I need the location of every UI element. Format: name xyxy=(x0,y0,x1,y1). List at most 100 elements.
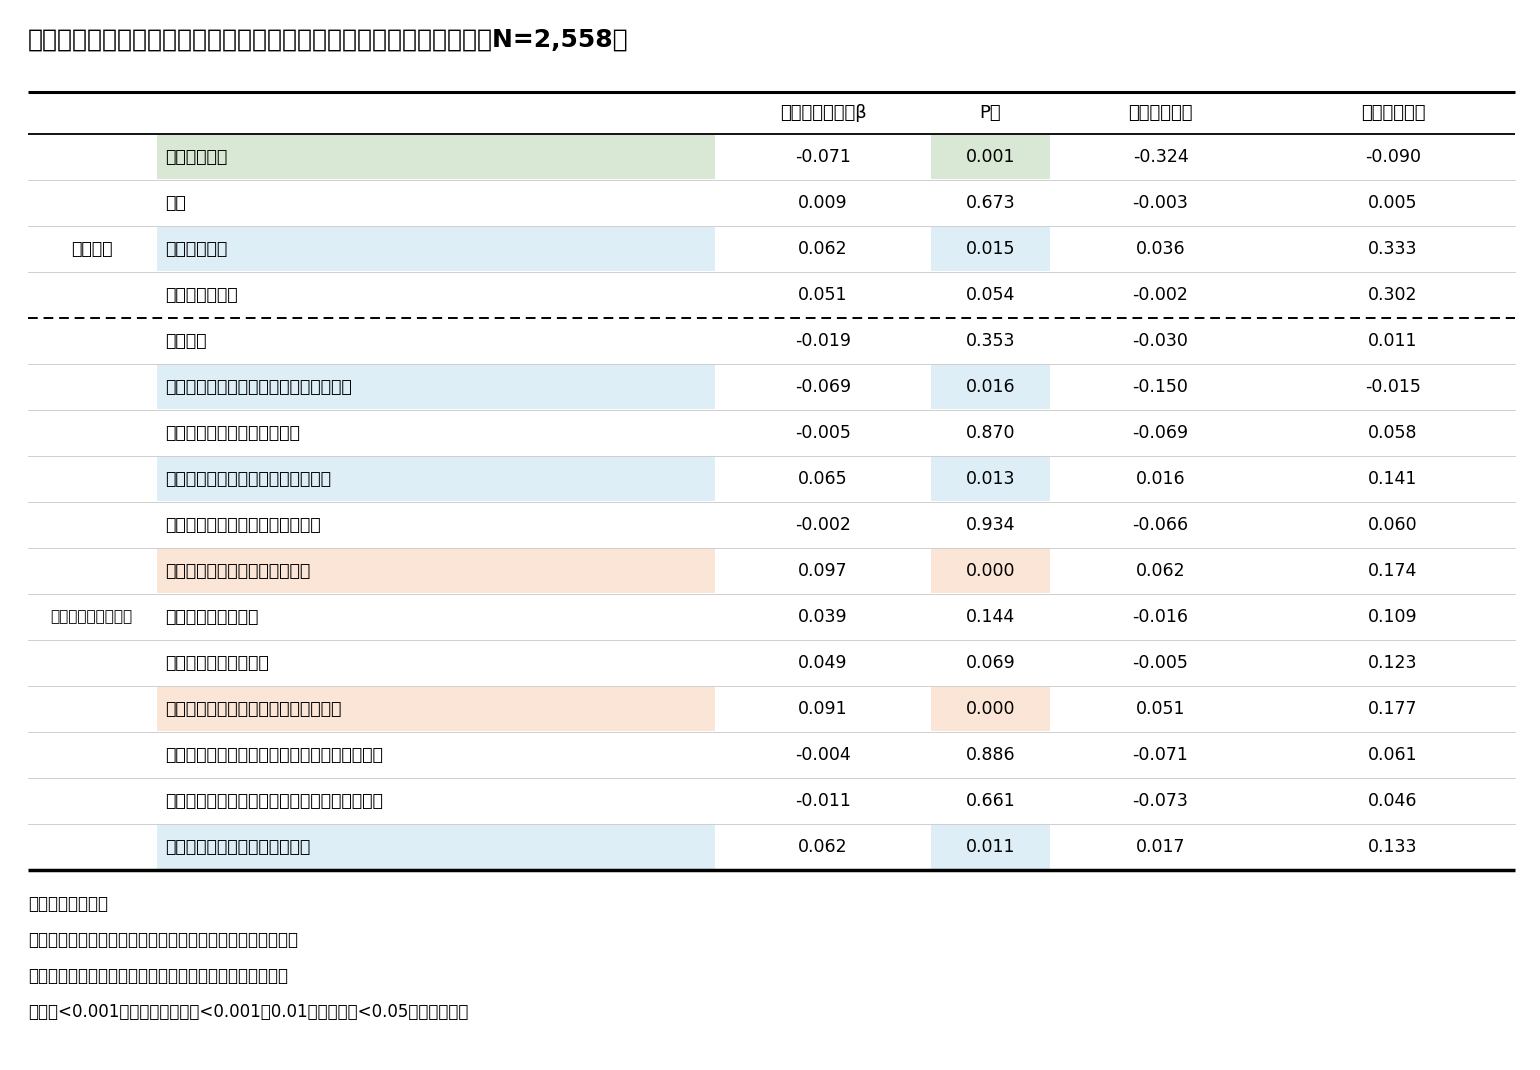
Text: 0.036: 0.036 xyxy=(1135,240,1186,258)
Text: -0.019: -0.019 xyxy=(795,332,852,350)
Text: 子育てによる身体的・精神的負担が大きすぎる: 子育てによる身体的・精神的負担が大きすぎる xyxy=(165,746,383,764)
Text: -0.090: -0.090 xyxy=(1364,148,1421,166)
Text: 若い世代の経済環境が厳しくなっている: 若い世代の経済環境が厳しくなっている xyxy=(165,378,351,396)
Text: 注４）<0.001未満：赤マーカ、<0.001～0.01緑マーカ、<0.05未満青マーカ: 注４）<0.001未満：赤マーカ、<0.001～0.01緑マーカ、<0.05未満… xyxy=(28,1003,468,1021)
Text: P値: P値 xyxy=(979,104,1001,122)
Text: 注１）重回帰分析: 注１）重回帰分析 xyxy=(28,895,108,913)
Text: 子ども（あり）: 子ども（あり） xyxy=(165,286,237,304)
Text: -0.069: -0.069 xyxy=(1132,424,1189,442)
Bar xyxy=(932,227,1050,271)
Text: 0.009: 0.009 xyxy=(798,194,849,212)
Text: 0.123: 0.123 xyxy=(1368,654,1418,672)
Text: 0.001: 0.001 xyxy=(966,148,1015,166)
Text: 信頼区間下限: 信頼区間下限 xyxy=(1129,104,1194,122)
Text: 0.065: 0.065 xyxy=(798,470,849,488)
Text: 注２）従属変数：政府の少子化対策への期待度（逆転項目）: 注２）従属変数：政府の少子化対策への期待度（逆転項目） xyxy=(28,931,299,949)
Text: -0.002: -0.002 xyxy=(795,516,852,534)
Bar xyxy=(157,227,715,271)
Text: -0.015: -0.015 xyxy=(1364,378,1421,396)
Text: 注３）少子化進行への認識に関する設問は、全て逆転項目: 注３）少子化進行への認識に関する設問は、全て逆転項目 xyxy=(28,967,288,985)
Bar xyxy=(932,549,1050,593)
Bar xyxy=(157,549,715,593)
Text: -0.005: -0.005 xyxy=(1132,654,1189,672)
Text: 子育てによって自分の時間が確保しにくくなる: 子育てによって自分の時間が確保しにくくなる xyxy=(165,792,383,810)
Text: -0.003: -0.003 xyxy=(1132,194,1189,212)
Text: 出会いの場や婚活の機会がない: 出会いの場や婚活の機会がない xyxy=(165,562,310,580)
Text: 年齢: 年齢 xyxy=(165,194,186,212)
Text: 0.661: 0.661 xyxy=(966,792,1015,810)
Bar xyxy=(157,687,715,731)
Text: 0.005: 0.005 xyxy=(1368,194,1418,212)
Text: 0.141: 0.141 xyxy=(1369,470,1418,488)
Text: 0.051: 0.051 xyxy=(1137,700,1186,718)
Text: 0.039: 0.039 xyxy=(798,608,849,626)
Text: 0.062: 0.062 xyxy=(1135,562,1186,580)
Text: -0.004: -0.004 xyxy=(795,746,852,764)
Text: 0.061: 0.061 xyxy=(1368,746,1418,764)
Text: -0.011: -0.011 xyxy=(795,792,852,810)
Bar xyxy=(932,135,1050,179)
Text: 0.062: 0.062 xyxy=(798,838,849,856)
Text: 0.091: 0.091 xyxy=(798,700,849,718)
Text: 0.058: 0.058 xyxy=(1368,424,1418,442)
Text: 0.049: 0.049 xyxy=(798,654,847,672)
Text: -0.002: -0.002 xyxy=(1132,286,1189,304)
Text: 信頼区間上限: 信頼区間上限 xyxy=(1361,104,1424,122)
Text: 0.054: 0.054 xyxy=(966,286,1015,304)
Text: 0.017: 0.017 xyxy=(1137,838,1186,856)
Text: 0.015: 0.015 xyxy=(966,240,1015,258)
Text: 男性の育児参加が進んでいない: 男性の育児参加が進んでいない xyxy=(165,838,310,856)
Text: 子育てにお金がかかりすぎる: 子育てにお金がかかりすぎる xyxy=(165,424,300,442)
Bar xyxy=(932,457,1050,501)
Text: 0.174: 0.174 xyxy=(1369,562,1418,580)
Text: 0.060: 0.060 xyxy=(1368,516,1418,534)
Text: 0.133: 0.133 xyxy=(1368,838,1418,856)
Text: 0.051: 0.051 xyxy=(798,286,847,304)
Text: 世帯収入: 世帯収入 xyxy=(165,332,206,350)
Text: 0.177: 0.177 xyxy=(1368,700,1418,718)
Text: -0.005: -0.005 xyxy=(795,424,852,442)
Text: 図表６．政府の少子化対策への期待に関する要因分析（多変量解析；N=2,558）: 図表６．政府の少子化対策への期待に関する要因分析（多変量解析；N=2,558） xyxy=(28,28,628,52)
Text: 0.934: 0.934 xyxy=(966,516,1015,534)
Text: -0.073: -0.073 xyxy=(1132,792,1189,810)
Text: 0.870: 0.870 xyxy=(966,424,1015,442)
Text: 0.069: 0.069 xyxy=(966,654,1015,672)
Text: -0.030: -0.030 xyxy=(1132,332,1189,350)
Text: 0.013: 0.013 xyxy=(966,470,1015,488)
Text: 0.016: 0.016 xyxy=(966,378,1015,396)
Text: 0.000: 0.000 xyxy=(966,562,1015,580)
Bar xyxy=(157,457,715,501)
Text: 0.097: 0.097 xyxy=(798,562,849,580)
Bar xyxy=(932,687,1050,731)
Text: 基本属性: 基本属性 xyxy=(71,240,112,258)
Text: 標準偏回帰係数β: 標準偏回帰係数β xyxy=(779,104,867,122)
Text: 少子化進行への認識: 少子化進行への認識 xyxy=(51,610,132,625)
Text: -0.071: -0.071 xyxy=(795,148,852,166)
Text: 子育て支援環境が整備されていない: 子育て支援環境が整備されていない xyxy=(165,470,331,488)
Text: -0.069: -0.069 xyxy=(795,378,852,396)
Text: 若い世代の価値観が変容している: 若い世代の価値観が変容している xyxy=(165,516,320,534)
Text: 核家族化などで、育児協力者が減った: 核家族化などで、育児協力者が減った xyxy=(165,700,342,718)
Text: 0.886: 0.886 xyxy=(966,746,1015,764)
Text: 0.673: 0.673 xyxy=(966,194,1015,212)
Text: 0.000: 0.000 xyxy=(966,700,1015,718)
Text: 晩婚化や晩産化が原因: 晩婚化や晩産化が原因 xyxy=(165,654,270,672)
Text: -0.071: -0.071 xyxy=(1132,746,1189,764)
Text: 0.109: 0.109 xyxy=(1368,608,1418,626)
Text: -0.066: -0.066 xyxy=(1132,516,1189,534)
Text: 婚姻（既婚）: 婚姻（既婚） xyxy=(165,240,228,258)
Bar xyxy=(157,825,715,869)
Text: -0.150: -0.150 xyxy=(1132,378,1189,396)
Bar xyxy=(157,135,715,179)
Text: 未（非）婚化が原因: 未（非）婚化が原因 xyxy=(165,608,259,626)
Text: 0.333: 0.333 xyxy=(1368,240,1418,258)
Bar xyxy=(157,365,715,409)
Text: 0.353: 0.353 xyxy=(966,332,1015,350)
Text: 0.302: 0.302 xyxy=(1368,286,1418,304)
Text: 0.144: 0.144 xyxy=(966,608,1015,626)
Text: -0.016: -0.016 xyxy=(1132,608,1189,626)
Bar xyxy=(932,365,1050,409)
Bar xyxy=(932,825,1050,869)
Text: 0.046: 0.046 xyxy=(1368,792,1418,810)
Text: 0.011: 0.011 xyxy=(1368,332,1418,350)
